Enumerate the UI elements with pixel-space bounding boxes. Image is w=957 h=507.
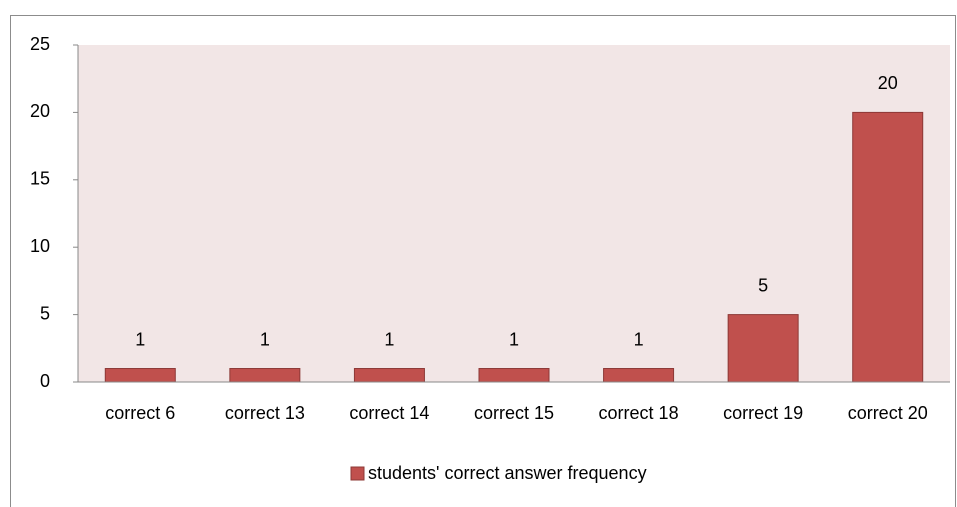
x-tick-label: correct 6	[105, 403, 175, 423]
y-tick-label: 0	[40, 371, 50, 391]
y-tick-label: 15	[30, 169, 50, 189]
data-label: 1	[384, 329, 394, 349]
legend-swatch	[350, 466, 365, 481]
data-label: 5	[758, 275, 768, 295]
bar	[478, 368, 550, 383]
bar	[353, 368, 425, 383]
x-tick-label: correct 20	[848, 403, 928, 423]
data-label: 20	[878, 73, 898, 93]
bar	[603, 368, 675, 383]
x-tick-label: correct 14	[349, 403, 429, 423]
y-tick-label: 10	[30, 236, 50, 256]
x-tick-label: correct 18	[599, 403, 679, 423]
y-tick-label: 20	[30, 101, 50, 121]
data-label: 1	[135, 329, 145, 349]
bar	[727, 314, 799, 383]
data-label: 1	[634, 329, 644, 349]
bar	[104, 368, 176, 383]
y-tick-label: 5	[40, 303, 50, 323]
data-label: 1	[260, 329, 270, 349]
x-tick-label: correct 15	[474, 403, 554, 423]
plot-area	[78, 45, 950, 382]
bar	[852, 111, 924, 383]
legend-label: students' correct answer frequency	[368, 463, 647, 483]
data-label: 1	[509, 329, 519, 349]
x-tick-label: correct 13	[225, 403, 305, 423]
y-tick-label: 25	[30, 34, 50, 54]
bar	[229, 368, 301, 383]
x-tick-label: correct 19	[723, 403, 803, 423]
